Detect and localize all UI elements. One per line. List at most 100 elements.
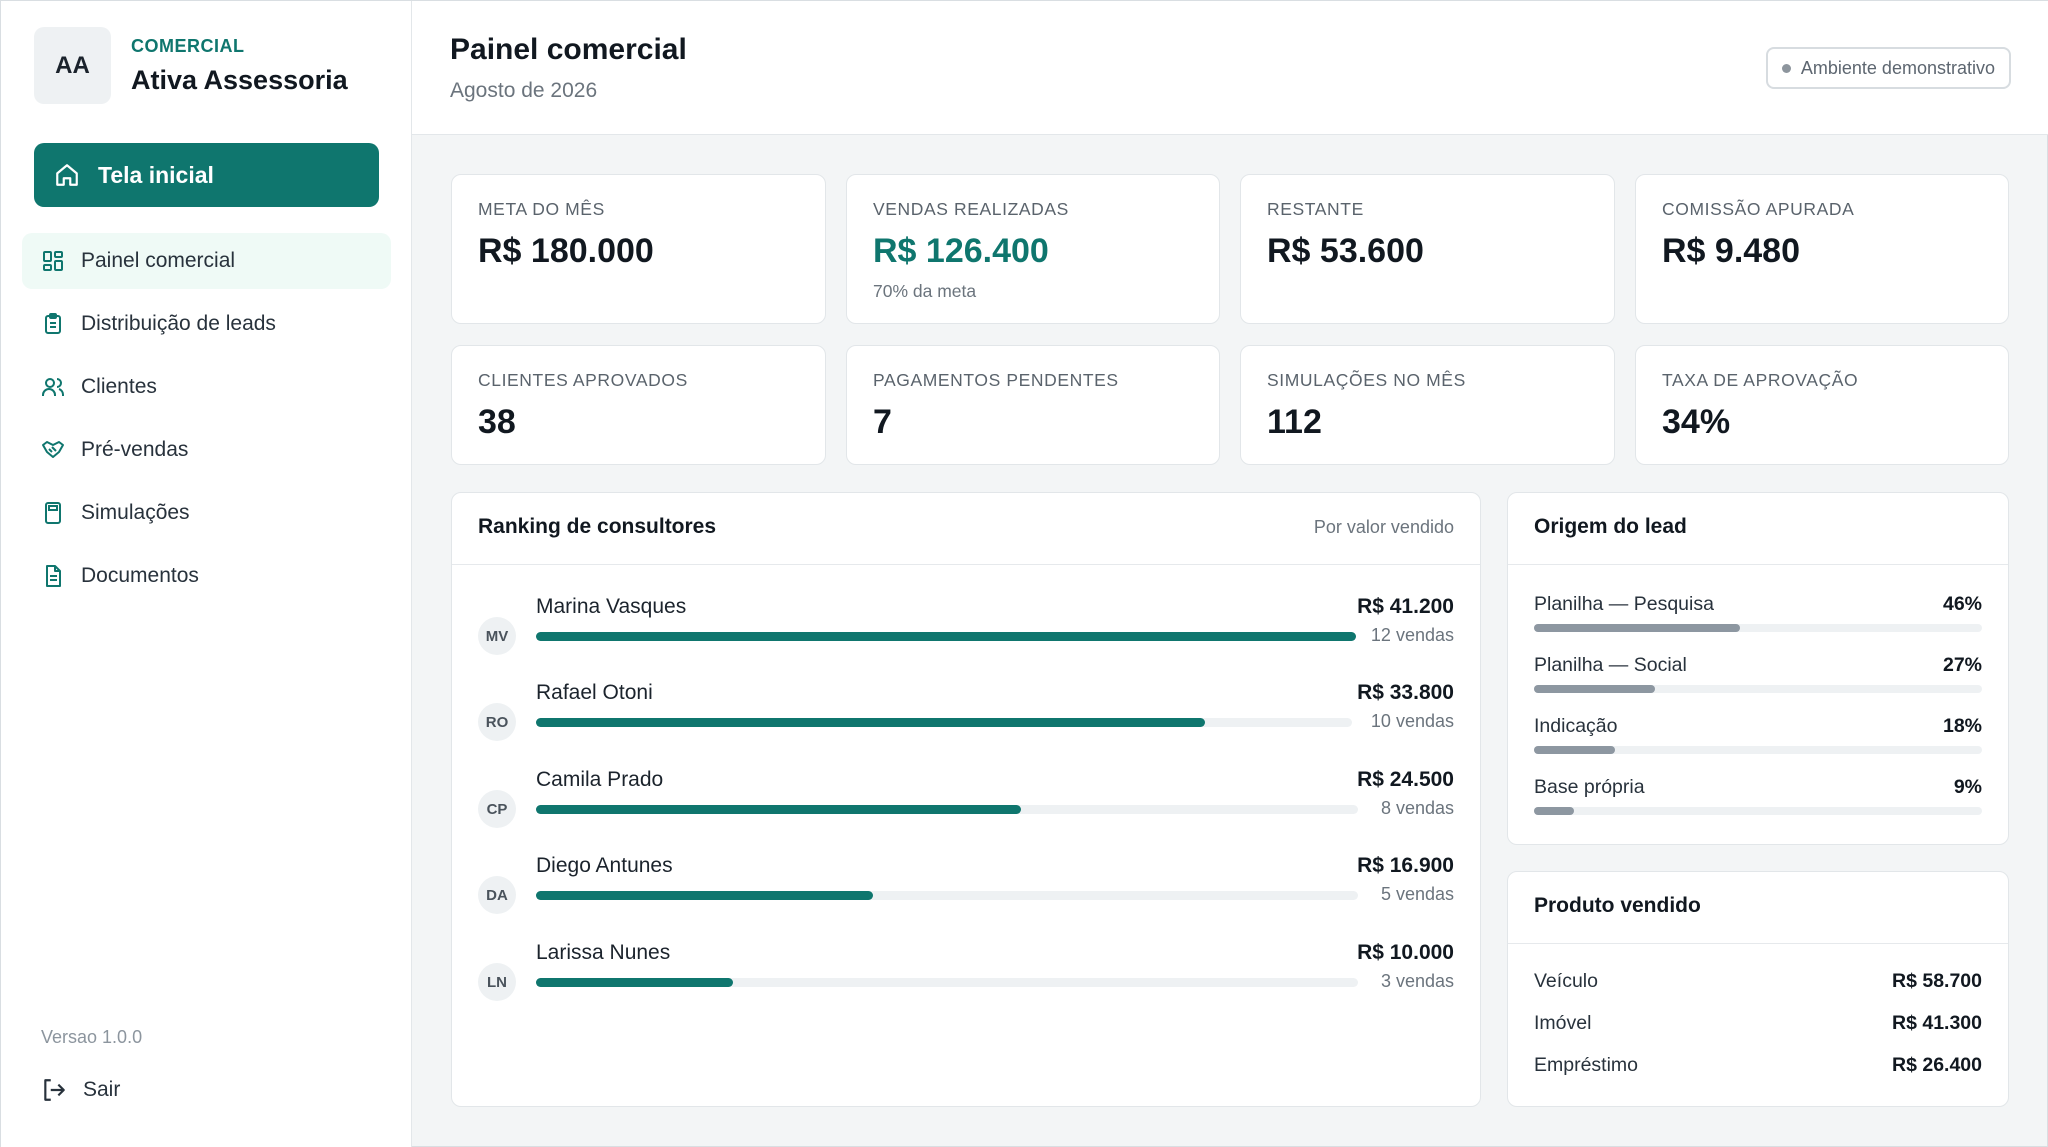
- version-label: Versao 1.0.0: [41, 1027, 143, 1047]
- home-button[interactable]: Tela inicial: [34, 143, 379, 207]
- progress-track: [1534, 807, 1982, 815]
- progress-track: [536, 632, 1356, 641]
- progress-fill: [1534, 746, 1615, 754]
- consultant-name: Larissa Nunes: [536, 941, 671, 964]
- product-name: Empréstimo: [1534, 1054, 1639, 1076]
- ranking-row: RO Rafael Otoni R$ 33.800 10 vendas: [452, 681, 1480, 763]
- consultant-name: Camila Prado: [536, 768, 664, 791]
- sidebar-item-painel-comercial[interactable]: Painel comercial: [22, 233, 391, 289]
- progress-fill: [1534, 807, 1575, 815]
- kpi-label: TAXA DE APROVAÇÃO: [1662, 370, 1859, 390]
- product-row: Veículo R$ 58.700: [1534, 970, 1982, 1000]
- consultant-value: R$ 41.200: [1357, 595, 1454, 618]
- home-button-label: Tela inicial: [98, 161, 214, 188]
- progress-fill: [536, 978, 734, 987]
- logout-button[interactable]: Sair: [41, 1077, 120, 1103]
- status-dot-icon: [1781, 63, 1791, 73]
- product-value: R$ 58.700: [1892, 970, 1982, 992]
- avatar: RO: [478, 703, 516, 741]
- document-icon: [46, 565, 61, 587]
- sidebar-item-label: Painel comercial: [81, 249, 236, 272]
- brand-name: Ativa Assessoria: [131, 64, 348, 95]
- lead-origin-name: Planilha — Social: [1534, 654, 1687, 676]
- logout-icon: [44, 1079, 65, 1101]
- sidebar-item-simulacoes[interactable]: Simulações: [22, 485, 391, 541]
- progress-fill: [536, 805, 1021, 814]
- product-value: R$ 41.300: [1892, 1012, 1982, 1034]
- environment-badge: Ambiente demonstrativo: [1765, 47, 2011, 89]
- consultant-value: R$ 33.800: [1357, 681, 1454, 704]
- progress-track: [536, 718, 1352, 727]
- sidebar: AA COMERCIAL Ativa Assessoria Tela inici…: [1, 1, 412, 1147]
- kpi-value: R$ 9.480: [1662, 232, 1800, 270]
- avatar: LN: [478, 963, 516, 1001]
- users-icon: [42, 378, 64, 396]
- lead-origin-pct: 46%: [1942, 593, 1982, 615]
- progress-track: [536, 891, 1358, 900]
- sidebar-item-label: Documentos: [81, 564, 199, 587]
- sidebar-nav: Painel comercial Distribuição de leads C…: [22, 233, 391, 611]
- product-value: R$ 26.400: [1892, 1054, 1982, 1076]
- ranking-row: LN Larissa Nunes R$ 10.000 3 vendas: [452, 941, 1480, 1023]
- page-title: Painel comercial: [450, 33, 687, 66]
- consultant-value: R$ 24.500: [1357, 768, 1454, 791]
- ranking-row: MV Marina Vasques R$ 41.200 12 vendas: [452, 595, 1480, 677]
- sidebar-item-pre-vendas[interactable]: Pré-vendas: [22, 422, 391, 478]
- progress-fill: [1534, 685, 1655, 693]
- progress-fill: [536, 632, 1356, 641]
- handshake-icon: [42, 441, 64, 458]
- progress-fill: [1534, 624, 1741, 632]
- consultant-sales: 8 vendas: [1380, 798, 1454, 818]
- lead-origin-row: Base própria 9%: [1534, 776, 1982, 830]
- calculator-icon: [45, 502, 61, 524]
- sidebar-item-documentos[interactable]: Documentos: [22, 548, 391, 604]
- product-name: Veículo: [1534, 970, 1598, 992]
- kpi-card-meta: META DO MÊS R$ 180.000: [451, 174, 826, 324]
- sidebar-item-clientes[interactable]: Clientes: [22, 359, 391, 415]
- ranking-row: DA Diego Antunes R$ 16.900 5 vendas: [452, 854, 1480, 936]
- kpi-label: VENDAS REALIZADAS: [873, 199, 1069, 219]
- kpi-card-clientes: CLIENTES APROVADOS 38: [451, 345, 826, 465]
- product-name: Imóvel: [1534, 1012, 1592, 1034]
- kpi-value: 38: [478, 403, 516, 441]
- kpi-value: 34%: [1662, 403, 1731, 441]
- lead-origin-row: Indicação 18%: [1534, 715, 1982, 769]
- kpi-card-simulacoes: SIMULAÇÕES NO MÊS 112: [1240, 345, 1615, 465]
- ranking-title: Ranking de consultores: [478, 515, 717, 538]
- progress-fill: [536, 891, 874, 900]
- kpi-card-taxa: TAXA DE APROVAÇÃO 34%: [1635, 345, 2009, 465]
- consultant-name: Diego Antunes: [536, 854, 673, 877]
- avatar: CP: [478, 790, 516, 828]
- consultant-value: R$ 16.900: [1357, 854, 1454, 877]
- kpi-label: RESTANTE: [1267, 199, 1364, 219]
- kpi-label: META DO MÊS: [478, 199, 605, 219]
- progress-fill: [536, 718, 1206, 727]
- progress-track: [1534, 746, 1982, 754]
- lead-origin-name: Indicação: [1534, 715, 1618, 737]
- consultant-sales: 3 vendas: [1380, 971, 1454, 991]
- brand-avatar: AA: [34, 27, 111, 104]
- sidebar-item-label: Clientes: [81, 375, 157, 398]
- sidebar-item-distribuicao-leads[interactable]: Distribuição de leads: [22, 296, 391, 352]
- kpi-card-comissao: COMISSÃO APURADA R$ 9.480: [1635, 174, 2009, 324]
- kpi-card-pagamentos: PAGAMENTOS PENDENTES 7: [846, 345, 1220, 465]
- environment-badge-label: Ambiente demonstrativo: [1800, 57, 1995, 78]
- lead-origin-row: Planilha — Pesquisa 46%: [1534, 593, 1982, 647]
- page-subtitle: Agosto de 2026: [450, 79, 598, 102]
- lead-origin-row: Planilha — Social 27%: [1534, 654, 1982, 708]
- progress-track: [536, 805, 1358, 814]
- kpi-subtext: 70% da meta: [873, 281, 977, 301]
- logout-label: Sair: [83, 1078, 121, 1101]
- product-row: Imóvel R$ 41.300: [1534, 1012, 1982, 1042]
- kpi-label: COMISSÃO APURADA: [1662, 199, 1855, 219]
- lead-origin-pct: 9%: [1953, 776, 1982, 798]
- ranking-panel: Ranking de consultores Por valor vendido…: [451, 492, 1481, 1107]
- kpi-card-vendas: VENDAS REALIZADAS R$ 126.400 70% da meta: [846, 174, 1220, 324]
- product-title: Produto vendido: [1534, 894, 1701, 917]
- sidebar-item-label: Pré-vendas: [81, 438, 189, 461]
- brand-kicker: COMERCIAL: [131, 35, 245, 56]
- kpi-value: R$ 180.000: [478, 232, 654, 270]
- avatar: MV: [478, 617, 516, 655]
- kpi-label: PAGAMENTOS PENDENTES: [873, 370, 1119, 390]
